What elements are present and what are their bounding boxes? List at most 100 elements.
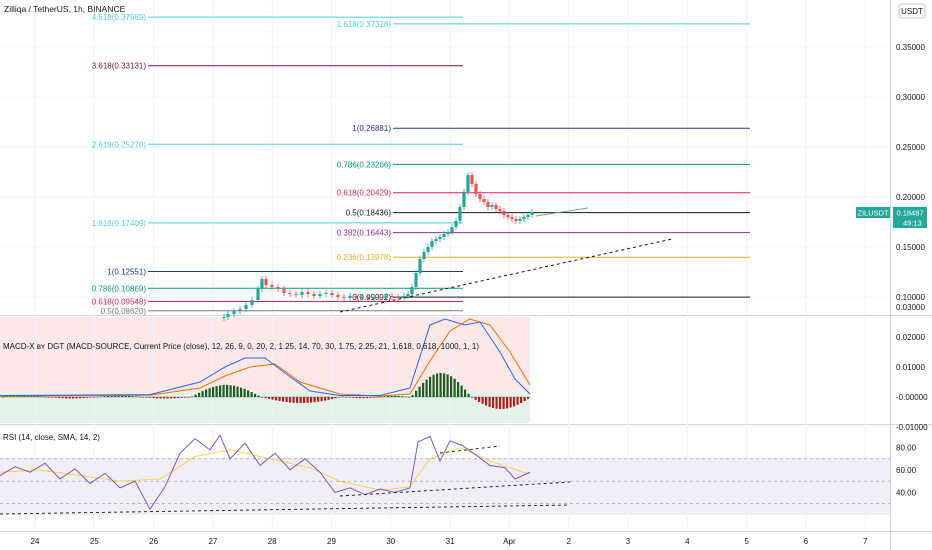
rsi-tick-label: 60.00 [896,466,917,475]
macd-line [0,318,531,396]
macd-histogram-bar [292,397,295,403]
time-label: 30 [386,537,395,546]
macd-histogram-bar [369,397,372,398]
candle-body [514,219,518,221]
macd-histogram-bar [429,376,432,397]
macd-histogram-bar [460,385,463,397]
price-tick-label: 0.35000 [896,43,925,52]
macd-histogram-bar [502,397,505,409]
fib-level-label: 0.786(0.23266) [337,160,392,169]
candle-body [222,317,226,318]
macd-histogram-bar [523,397,526,402]
rsi-trendline-resistance[interactable] [439,445,501,454]
fib-level-label: 0.786(0.10869) [92,284,147,293]
currency-button[interactable] [898,3,926,19]
macd-histogram-bar [467,393,470,397]
candle-body [288,293,292,294]
fib-level-label: 3.618(0.33131) [92,62,147,71]
macd-histogram-bar [114,395,117,397]
fib-retracements[interactable]: 0.5(0.08620)0.618(0.09548) 0.786(0.10869)… [92,13,750,316]
macd-histogram-bar [390,395,393,397]
candle-body [330,293,334,295]
macd-histogram-bar [471,397,474,398]
macd-histogram-bar [103,396,106,397]
macd-histogram-bar [149,397,152,398]
rsi-title: RSI (14, close, SMA, 14, 2) [3,433,100,442]
macd-histogram-bar [96,396,99,398]
support-trendline[interactable] [339,238,673,313]
candle-body [430,241,434,247]
rsi-trendline-long[interactable] [0,504,571,515]
macd-axis-ticks: 0.03000 0.02000 0.01000 -0.00000 -0.01000 [896,303,928,432]
macd-histogram-bar [320,397,323,402]
macd-histogram-bar [163,397,166,399]
candle-body [518,219,522,221]
candle-body [384,296,388,298]
candle-body [426,247,430,252]
fib-level-label: 0.5(0.08620) [101,307,147,316]
candle-body [402,296,406,298]
candle-body [294,294,298,295]
candle-body [406,294,410,296]
rsi-trendline-support[interactable] [339,481,571,497]
macd-histogram-bar [404,396,407,398]
candle-body [418,259,422,273]
candle-body [378,297,382,298]
macd-histogram-bar [72,397,75,399]
rsi-axis-ticks: 80.00 60.00 40.00 [896,444,917,498]
macd-histogram-bar [184,397,187,398]
macd-histogram-bar [366,397,369,399]
candle-body [366,297,370,299]
macd-histogram-bar [205,389,208,397]
chart-title: Zilliqa / TetherUS, 1h, BINANCE [4,4,126,14]
fib-level-label: 1(0.12551) [107,267,146,276]
candle-body [510,217,514,219]
last-price-badge [893,207,927,228]
time-label: Apr [503,537,516,546]
macd-histogram-bar [9,396,12,397]
macd-histogram-bar [117,395,120,397]
macd-histogram-bar [457,381,460,397]
macd-histogram-bar [415,390,418,397]
macd-histogram-bar [348,397,351,398]
candle-body [276,287,280,289]
trendlines[interactable] [339,207,673,313]
candle-body [260,279,264,289]
candle-body [312,294,316,296]
rsi-line [0,434,531,511]
time-label: 6 [804,537,809,546]
macd-histogram-bar [100,396,103,398]
macd-tick-label: -0.01000 [896,423,928,432]
projection-arrow[interactable] [535,207,589,217]
price-axis-ticks[interactable]: 0.35000 0.30000 0.25000 0.20000 0.15000 0.100… [896,43,925,302]
macd-histogram-bar [397,395,400,397]
macd-histogram-bar [296,397,299,403]
time-label: 27 [208,537,217,546]
macd-histogram-bar [65,397,68,399]
time-axis-labels[interactable]: 24 25 26 27 28 29 30 31 Apr 2 3 4 5 6 7 [31,537,868,546]
candle-body [502,211,506,215]
time-label: 25 [90,537,99,546]
candle-body [470,175,474,184]
macd-histogram-bar [275,397,278,401]
macd-histogram-bar [432,374,435,397]
macd-histogram-bar [222,385,225,397]
rsi-ma-line [0,447,531,491]
macd-tick-label: 0.01000 [896,363,925,372]
fib-level-label: 1.618(0.37318) [337,20,392,29]
bar-countdown: 49:13 [903,219,922,228]
candle-body [526,215,530,217]
candle-body [226,314,230,317]
fib-level-label: 0.618(0.20429) [337,189,392,198]
macd-histogram-bar [408,396,411,398]
candle-body [522,217,526,219]
macd-histogram-bar [54,397,57,398]
macd-histogram-bar [446,374,449,397]
macd-histogram-bar [355,397,358,399]
candle-body [250,300,254,305]
macd-histogram-bar [5,396,8,398]
macd-indicator [0,318,531,409]
macd-histogram-bar [58,397,61,398]
fib-level-label: 1(0.26881) [352,124,391,133]
